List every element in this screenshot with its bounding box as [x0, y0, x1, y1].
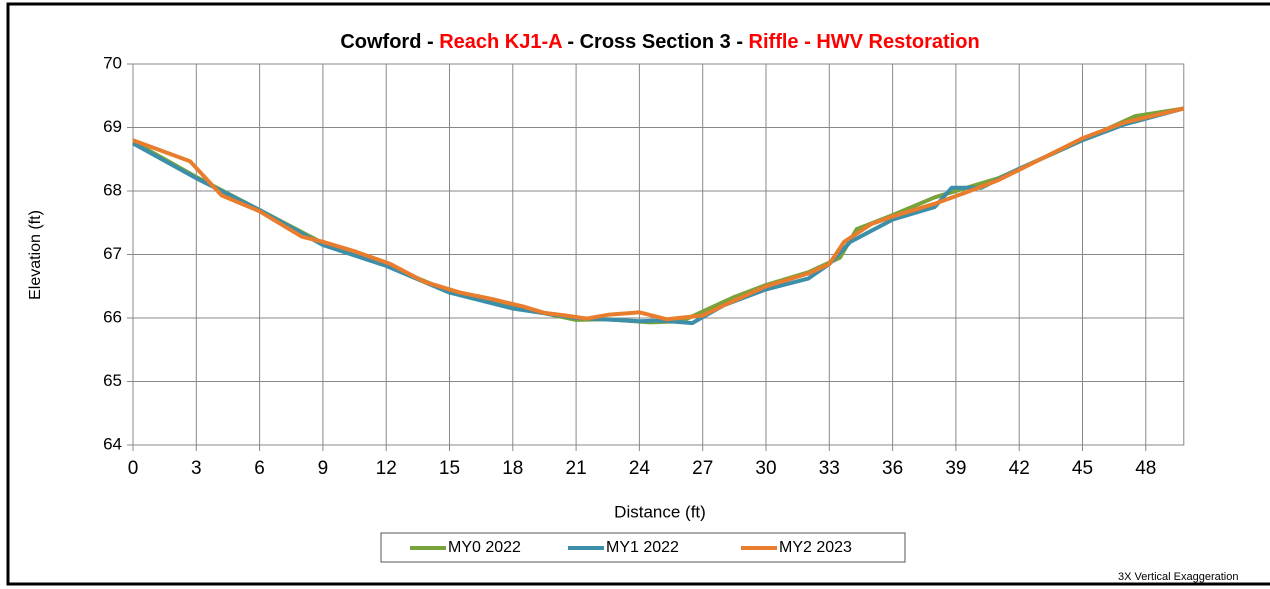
x-tick-label: 15 [439, 458, 460, 479]
y-tick-label: 65 [103, 371, 122, 390]
x-tick-label: 27 [692, 458, 713, 479]
x-tick-label: 24 [629, 458, 651, 479]
legend-label: MY1 2022 [606, 539, 679, 556]
x-tick-label: 0 [128, 458, 139, 479]
title-part: Riffle - HWV Restoration [749, 31, 980, 53]
title-part: Cowford - [340, 31, 439, 53]
x-tick-label: 9 [318, 458, 329, 479]
x-tick-label: 36 [882, 458, 903, 479]
y-axis-label: Elevation (ft) [27, 210, 44, 300]
x-tick-label: 33 [819, 458, 840, 479]
x-tick-label: 21 [566, 458, 587, 479]
x-tick-label: 39 [945, 458, 966, 479]
x-tick-label: 18 [502, 458, 523, 479]
y-tick-label: 69 [103, 117, 122, 136]
x-tick-label: 45 [1072, 458, 1093, 479]
chart-title: Cowford - Reach KJ1-A - Cross Section 3 … [340, 31, 979, 53]
x-axis-label: Distance (ft) [614, 502, 706, 521]
x-tick-label: 42 [1009, 458, 1030, 479]
legend-box [380, 532, 906, 563]
title-part: Reach KJ1-A [439, 31, 562, 53]
y-tick-label: 68 [103, 180, 122, 199]
x-tick-label: 48 [1135, 458, 1156, 479]
x-tick-label: 3 [191, 458, 202, 479]
y-tick-label: 70 [103, 53, 122, 72]
y-tick-label: 66 [103, 307, 122, 326]
y-tick-label: 64 [103, 434, 122, 453]
x-tick-label: 30 [755, 458, 776, 479]
x-tick-label: 12 [376, 458, 397, 479]
y-tick-label: 67 [103, 244, 122, 263]
x-tick-label: 6 [254, 458, 265, 479]
title-part: - Cross Section 3 - [562, 31, 749, 53]
legend-label: MY2 2023 [779, 539, 852, 556]
series-line [132, 106, 1185, 322]
annotation: 3X Vertical Exaggeration [1118, 571, 1238, 583]
legend-label: MY0 2022 [448, 539, 521, 556]
